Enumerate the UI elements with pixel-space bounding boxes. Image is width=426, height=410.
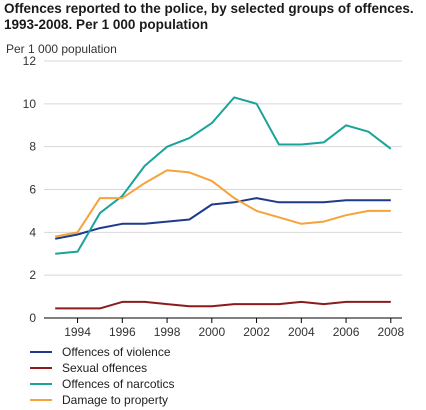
chart-title-line-2: 1993-2008. Per 1 000 population — [4, 17, 209, 32]
legend-label: Offences of violence — [62, 345, 171, 359]
legend-swatch — [30, 367, 52, 369]
x-tick-label: 2002 — [243, 325, 270, 339]
y-tick-label: 0 — [29, 311, 36, 325]
y-tick-label: 2 — [29, 268, 36, 282]
legend-label: Damage to property — [62, 393, 169, 407]
chart-title: Offences reported to the police, by sele… — [4, 1, 424, 33]
series-line-sexual-offences — [55, 300, 391, 310]
legend-label: Sexual offences — [62, 361, 148, 375]
x-tick-label: 1996 — [109, 325, 136, 339]
legend-item-sexual-offences: Sexual offences — [30, 360, 175, 376]
legend-item-offences-of-violence: Offences of violence — [30, 344, 175, 360]
x-tick-label: 2004 — [288, 325, 315, 339]
y-tick-label: 8 — [29, 140, 36, 154]
legend-swatch — [30, 351, 52, 353]
y-tick-label: 10 — [23, 97, 37, 111]
y-tick-label: 6 — [29, 183, 36, 197]
series-line-offences-of-narcotics — [55, 96, 392, 255]
x-tick-label: 2000 — [198, 325, 225, 339]
y-tick-label: 4 — [29, 225, 36, 239]
legend-label: Offences of narcotics — [62, 377, 175, 391]
legend-swatch — [30, 399, 52, 401]
x-tick-label: 1994 — [64, 325, 91, 339]
legend-item-offences-of-narcotics: Offences of narcotics — [30, 376, 175, 392]
legend-swatch — [30, 383, 52, 385]
x-tick-label: 2008 — [377, 325, 404, 339]
y-tick-label: 12 — [23, 54, 37, 68]
legend: Offences of violence Sexual offences Offen… — [30, 344, 175, 408]
chart-title-line-1: Offences reported to the police, by sele… — [4, 1, 414, 16]
y-axis-unit-label: Per 1 000 population — [6, 42, 117, 56]
series-line-damage-to-property — [55, 169, 391, 238]
legend-item-damage-to-property: Damage to property — [30, 392, 175, 408]
series-line-offences-of-violence — [55, 197, 391, 240]
x-tick-label: 2006 — [333, 325, 360, 339]
x-tick-label: 1998 — [154, 325, 181, 339]
